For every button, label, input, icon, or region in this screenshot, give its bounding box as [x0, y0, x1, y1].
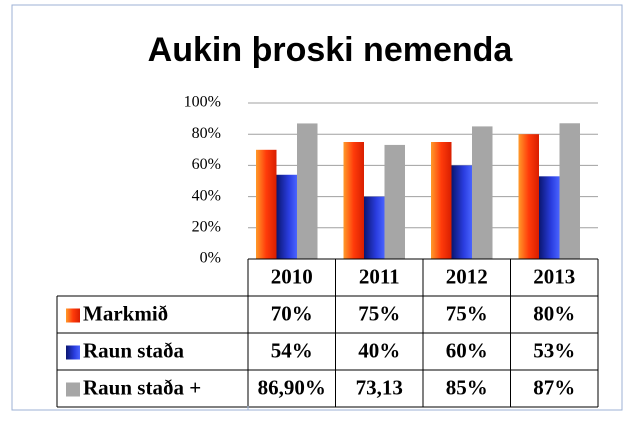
bar [256, 149, 277, 259]
y-tick-label: 0% [200, 250, 221, 267]
bar [451, 165, 472, 259]
x-tick-label: 2013 [533, 264, 575, 288]
bar [472, 126, 493, 260]
data-label: 75% [358, 301, 400, 325]
y-tick-label: 80% [192, 125, 221, 142]
bar [276, 174, 297, 259]
data-label: 60% [446, 338, 488, 362]
data-label: 85% [446, 375, 488, 399]
data-label: 73,13 [356, 375, 403, 399]
chart-title: Aukin þroski nemenda [148, 31, 514, 69]
legend-key [66, 308, 80, 323]
legend-label: Raun staða + [83, 375, 201, 399]
x-tick-label: 2012 [446, 264, 488, 288]
bar [539, 176, 560, 259]
bar [384, 144, 405, 259]
x-tick-label: 2011 [359, 264, 400, 288]
data-label: 86,90% [258, 375, 326, 399]
data-label: 75% [446, 301, 488, 325]
bar [297, 123, 318, 259]
y-tick-label: 100% [184, 94, 221, 111]
data-label: 70% [271, 301, 313, 325]
legend-key [66, 345, 80, 360]
data-label: 87% [533, 375, 575, 399]
data-label: 54% [271, 338, 313, 362]
data-label: 40% [358, 338, 400, 362]
bar [364, 196, 385, 259]
data-label: 80% [533, 301, 575, 325]
bar [343, 142, 364, 259]
bar [431, 142, 452, 259]
data-label: 53% [533, 338, 575, 362]
x-tick-label: 2010 [271, 264, 313, 288]
bar [518, 134, 539, 259]
legend-label: Markmið [83, 301, 168, 325]
bar [559, 123, 580, 259]
legend-label: Raun staða [83, 338, 184, 362]
y-tick-label: 20% [192, 218, 221, 235]
y-tick-label: 40% [192, 187, 221, 204]
y-tick-label: 60% [192, 156, 221, 173]
legend-key [66, 382, 80, 397]
